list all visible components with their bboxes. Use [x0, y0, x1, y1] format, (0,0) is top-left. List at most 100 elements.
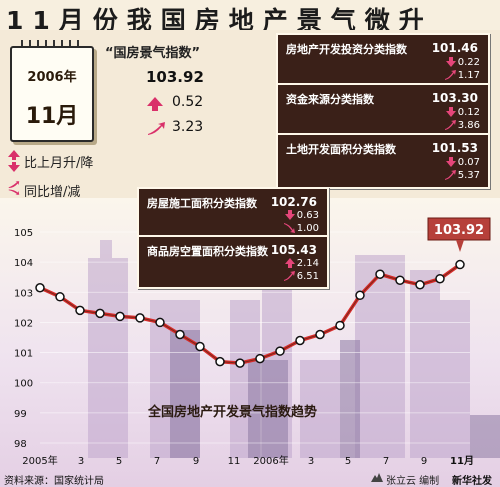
subindex-name: 资金来源分类指数 [286, 93, 374, 106]
skyline-dark [170, 330, 500, 458]
author-text: 张立云 编制 [386, 476, 440, 487]
calendar-icon: 2006年 11月 [6, 38, 96, 146]
subindex-name: 商品房空置面积分类指数 [147, 245, 268, 258]
y-tick-label: 104 [14, 258, 33, 269]
subindex-yoy-row: 1.00 [283, 223, 319, 234]
down-swoosh-icon [283, 223, 295, 233]
x-tick-label: 9 [193, 456, 199, 467]
x-tick-label: 9 [421, 456, 427, 467]
yoy-swoosh-icon [8, 181, 20, 195]
skyline-silhouette [88, 240, 470, 458]
y-tick-label: 103 [14, 288, 33, 299]
subindex-box-vacancy: 商品房空置面积分类指数 105.43 2.14 6.51 [137, 235, 329, 289]
up-down-arrows-icon [8, 150, 20, 172]
subindex-yoy: 6.51 [296, 271, 319, 282]
data-point [275, 346, 285, 356]
highlight-callout: 103.92 [427, 217, 491, 252]
y-tick-label: 100 [14, 379, 33, 390]
subindex-mom: 0.63 [296, 210, 319, 221]
data-point [435, 273, 445, 284]
x-axis-ticks: 2005年 3 5 7 9 11 2006年 3 5 7 9 11月 [22, 454, 474, 467]
x-tick-label: 7 [383, 456, 389, 467]
x-tick-label: 2006年 [253, 454, 288, 467]
data-point [295, 335, 305, 346]
data-point [315, 329, 325, 340]
y-axis-ticks: 105 104 103 102 101 100 99 98 [14, 228, 33, 450]
subindex-name: 土地开发面积分类指数 [286, 143, 396, 156]
subindex-value: 102.76 [270, 195, 317, 209]
x-tick-label: 5 [345, 456, 351, 467]
main-mom-up-arrow-icon [147, 97, 163, 111]
chart-title: 全国房地产开发景气指数趋势 [147, 404, 317, 420]
down-arrow-icon [445, 57, 456, 67]
down-arrow-icon [445, 157, 456, 167]
source-text: 资料来源：国家统计局 [4, 476, 104, 487]
up-swoosh-icon [283, 271, 295, 281]
subindex-yoy-row: 5.37 [444, 170, 480, 181]
data-point [235, 358, 245, 368]
subindex-value: 103.30 [431, 91, 478, 105]
subindex-yoy: 1.00 [296, 223, 319, 234]
up-swoosh-icon [444, 120, 456, 130]
highlight-label: 103.92 [434, 223, 484, 238]
data-point [155, 317, 165, 328]
x-tick-label: 5 [116, 456, 122, 467]
calendar-month: 11月 [25, 104, 79, 129]
subindex-yoy-row: 1.17 [444, 70, 480, 81]
calendar-year: 2006年 [27, 70, 77, 85]
series-points [35, 259, 465, 368]
mountain-logo-icon [371, 473, 383, 482]
subindex-mom: 2.14 [296, 258, 319, 269]
y-tick-label: 102 [14, 318, 33, 329]
calendar-rings [21, 40, 79, 48]
up-swoosh-icon [444, 70, 456, 80]
x-tick-label: 7 [154, 456, 160, 467]
subindex-mom-row: 2.14 [284, 258, 319, 269]
data-point [355, 290, 365, 301]
down-arrow-icon [284, 210, 295, 220]
x-tick-label: 11 [228, 456, 241, 467]
subindex-box-funds: 资金来源分类指数 103.30 0.12 3.86 [276, 83, 490, 137]
agency-text: 新华社发 [452, 476, 492, 487]
data-point [135, 313, 145, 323]
up-arrow-icon [284, 258, 295, 268]
subindex-value: 101.53 [431, 141, 478, 155]
y-tick-label: 105 [14, 228, 33, 239]
data-point [335, 320, 345, 331]
data-point [395, 275, 405, 285]
subindex-yoy: 3.86 [457, 120, 480, 131]
y-tick-label: 99 [14, 409, 27, 420]
series-line-highlight [39, 264, 461, 364]
data-point [255, 353, 265, 364]
down-arrow-icon [445, 107, 456, 117]
subindex-mom: 0.12 [457, 107, 480, 118]
page-title-bar: 11月份我国房地产景气微升 [0, 0, 500, 35]
subindex-box-construction: 房屋施工面积分类指数 102.76 0.63 1.00 [137, 187, 329, 239]
subindex-mom: 0.07 [457, 157, 480, 168]
legend-yoy-label: 同比增/减 [24, 185, 81, 200]
subindex-yoy: 5.37 [457, 170, 480, 181]
subindex-name: 房屋施工面积分类指数 [147, 197, 257, 210]
data-point [55, 292, 65, 302]
x-tick-label: 3 [78, 456, 84, 467]
subindex-mom-row: 0.63 [284, 210, 319, 221]
data-point [95, 308, 105, 319]
main-yoy-up-swoosh-icon [148, 122, 165, 135]
calendar-page: 2006年 11月 [10, 46, 94, 142]
data-point [115, 311, 125, 322]
up-swoosh-icon [444, 170, 456, 180]
subindex-yoy: 1.17 [457, 70, 480, 81]
subindex-box-investment: 房地产开发投资分类指数 101.46 0.22 1.17 [276, 33, 490, 87]
subindex-value: 105.43 [270, 243, 317, 257]
footer: 资料来源：国家统计局 张立云 编制 新华社发 [0, 458, 500, 487]
data-point [35, 283, 45, 293]
data-point [375, 269, 385, 279]
subindex-mom-row: 0.07 [445, 157, 480, 168]
main-index-value: 103.92 [146, 68, 204, 86]
subindex-yoy-row: 3.86 [444, 120, 480, 131]
main-index-yoy: 3.23 [172, 119, 204, 135]
x-tick-label: 11月 [450, 455, 474, 467]
subindex-mom: 0.22 [457, 57, 480, 68]
data-point [455, 259, 465, 270]
